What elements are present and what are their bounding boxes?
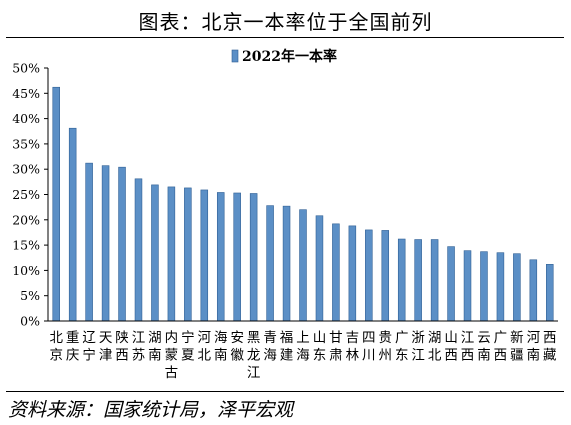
bar — [397, 238, 406, 322]
y-tick-label: 30% — [12, 162, 40, 177]
x-tick-label: 山东 — [313, 330, 327, 364]
x-tick-label: 重庆 — [66, 330, 80, 364]
bar — [216, 192, 225, 322]
x-axis: 北京重庆辽宁天津陕西江苏湖南内蒙古宁夏河北海南安徽黑龙江青海福建上海山东甘肃吉林… — [48, 320, 558, 381]
x-tick-label: 湖南 — [148, 330, 162, 364]
y-tick-label: 20% — [12, 212, 40, 227]
x-tick-label: 天津 — [99, 330, 113, 364]
x-tick-label: 贵州 — [379, 330, 393, 364]
y-tick-label: 45% — [12, 86, 40, 101]
x-tick-label: 黑龙江 — [247, 330, 261, 381]
x-tick-label: 甘肃 — [329, 330, 343, 364]
bar — [463, 250, 472, 322]
x-tick-label: 湖北 — [428, 330, 442, 364]
bar — [101, 165, 110, 322]
title-rule — [6, 37, 564, 38]
x-tick-label: 上海 — [296, 330, 310, 364]
y-tick-label: 35% — [12, 136, 40, 151]
bar — [282, 205, 291, 322]
legend-label: 2022年一本率 — [242, 48, 337, 65]
y-tick-label: 50% — [12, 61, 40, 76]
x-tick-label: 江西 — [461, 330, 475, 364]
x-tick-label: 安徽 — [230, 330, 244, 364]
y-tick-label: 25% — [12, 187, 40, 202]
page-title: 图表：北京一本率位于全国前列 — [138, 10, 433, 34]
x-tick-label: 河北 — [198, 330, 212, 364]
bar — [200, 189, 209, 322]
x-tick-label: 辽宁 — [82, 330, 96, 364]
bar — [430, 239, 439, 322]
x-tick-label: 陕西 — [115, 330, 129, 364]
bar — [546, 264, 554, 322]
x-tick-label: 海南 — [214, 330, 228, 364]
bar — [68, 127, 77, 322]
x-tick-label: 内蒙古 — [165, 330, 179, 381]
x-tick-label: 云南 — [477, 330, 491, 364]
footer-rule — [6, 391, 564, 392]
bar — [529, 259, 538, 322]
x-tick-label: 吉林 — [346, 330, 360, 364]
x-tick-label: 福建 — [280, 330, 294, 364]
x-tick-label: 北京 — [49, 330, 63, 364]
bar-series — [52, 86, 554, 322]
y-tick-label: 15% — [12, 238, 40, 253]
chart-legend: 2022年一本率 — [231, 48, 337, 65]
bar — [513, 253, 521, 322]
bar — [496, 252, 505, 322]
source-note: 资料来源：国家统计局，泽平宏观 — [8, 399, 294, 421]
bar — [348, 225, 357, 322]
bar — [151, 184, 159, 322]
bar — [167, 186, 176, 322]
x-tick-label: 浙江 — [411, 330, 425, 364]
bar — [118, 166, 126, 322]
x-tick-label: 山西 — [444, 330, 458, 364]
y-tick-label: 0% — [20, 314, 40, 329]
y-axis: 0% 5% 10% 15% 20% 25% 30% 35% 40% 45% 50% — [12, 61, 49, 329]
x-tick-label: 新疆 — [510, 330, 524, 364]
x-tick-label: 西藏 — [543, 330, 557, 364]
bar-chart: 2022年一本率 0% 5% 10% 15% 20% 25% 30% 35% 40% 45% 50%… — [12, 48, 558, 381]
legend-swatch — [231, 49, 239, 63]
bar — [315, 215, 324, 322]
x-tick-label: 四川 — [362, 330, 376, 364]
bar — [134, 178, 143, 322]
bar — [480, 251, 488, 322]
bar — [414, 239, 422, 322]
x-tick-label: 广西 — [494, 330, 508, 364]
x-tick-label: 江苏 — [132, 330, 146, 364]
x-tick-label: 河南 — [527, 330, 541, 364]
bar — [52, 86, 60, 322]
bar — [381, 230, 390, 322]
bar — [249, 193, 258, 322]
y-tick-label: 40% — [12, 111, 40, 126]
bar — [332, 223, 340, 322]
y-tick-label: 10% — [12, 263, 40, 278]
x-tick-label: 广东 — [395, 330, 409, 364]
x-tick-label: 青海 — [263, 330, 277, 364]
bar — [184, 187, 192, 322]
bar — [233, 192, 241, 322]
bar — [365, 229, 373, 322]
y-tick-label: 5% — [20, 288, 40, 303]
bar — [447, 246, 455, 322]
bar — [299, 209, 307, 322]
bar — [266, 205, 274, 322]
x-tick-label: 宁夏 — [181, 329, 195, 364]
bar — [85, 162, 93, 322]
